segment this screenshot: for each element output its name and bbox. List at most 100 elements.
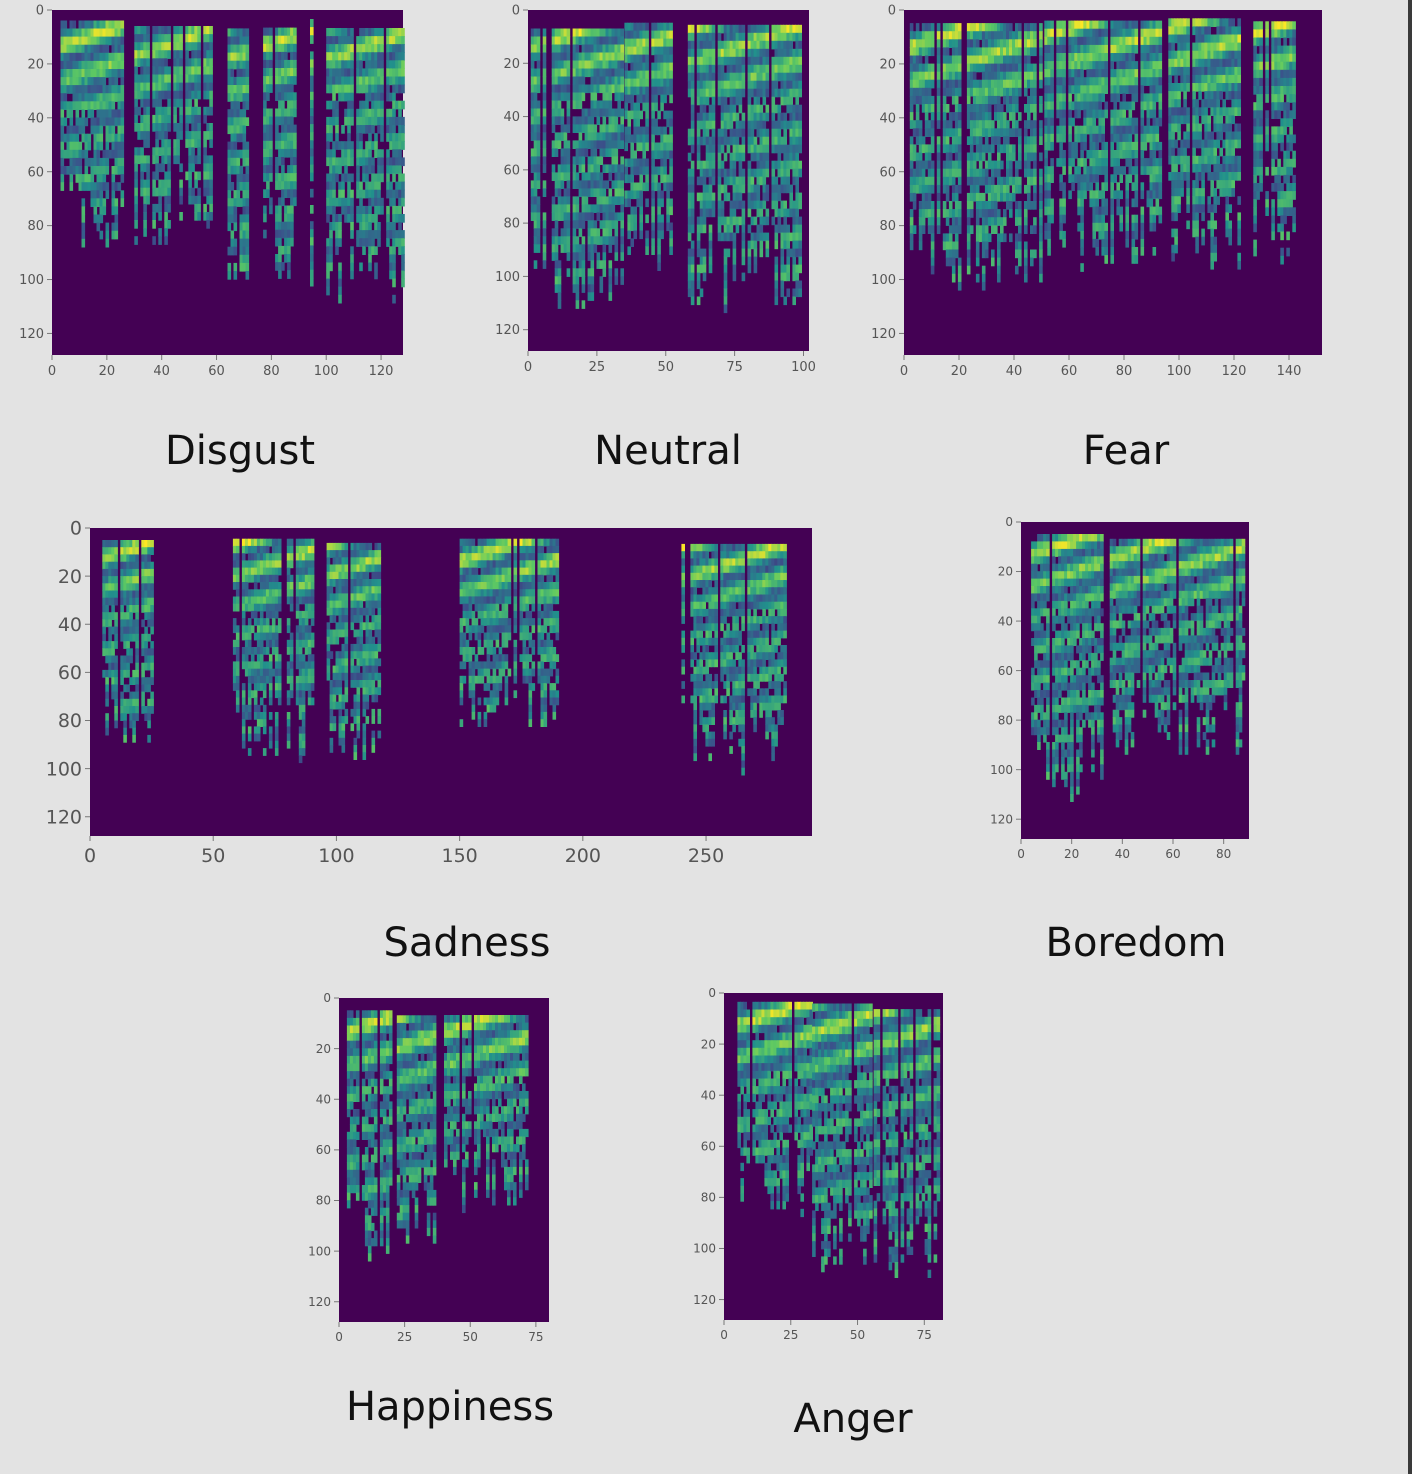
spectrogram-cell	[729, 112, 734, 122]
spectrogram-cell	[957, 87, 962, 97]
spectrogram-cell	[386, 222, 390, 231]
spectrogram-cell	[102, 149, 107, 159]
spectrogram-cell	[554, 68, 559, 78]
spectrogram-cell	[918, 144, 923, 154]
spectrogram-cell	[966, 136, 971, 145]
spectrogram-cell	[575, 276, 580, 285]
spectrogram-cell	[69, 60, 74, 70]
spectrogram-cell	[789, 112, 793, 122]
spectrogram-cell	[164, 131, 168, 140]
spectrogram-cell	[627, 46, 631, 56]
spectrogram-cell	[134, 34, 138, 43]
y-tick-label: 80	[27, 219, 44, 234]
spectrogram-cell	[578, 68, 583, 78]
spectrogram-cell	[368, 116, 372, 126]
spectrogram-cell	[284, 254, 288, 263]
spectrogram-cell	[951, 47, 956, 57]
spectrogram-cell	[572, 84, 577, 94]
spectrogram-cell	[134, 42, 138, 51]
spectrogram-cell	[554, 52, 559, 62]
spectrogram-cell	[146, 171, 150, 181]
spectrogram-cell	[708, 40, 713, 50]
spectrogram-cell	[617, 196, 621, 205]
spectrogram-cell	[654, 126, 658, 136]
spectrogram-cell	[747, 264, 752, 274]
spectrogram-cell	[105, 182, 110, 191]
spectrogram-cell	[338, 60, 342, 69]
spectrogram-cell	[948, 55, 953, 65]
spectrogram-cell	[557, 268, 562, 277]
spectrogram-cell	[669, 158, 673, 168]
spectrogram-cell	[578, 164, 583, 173]
spectrogram-cell	[699, 56, 704, 66]
spectrogram-cell	[997, 31, 1001, 40]
spectrogram-cell	[566, 180, 571, 189]
spectrogram-cell	[997, 55, 1001, 65]
spectrogram-cell	[975, 95, 980, 105]
spectrogram-cell	[105, 60, 110, 70]
spectrogram-cell	[593, 68, 598, 78]
spectrogram-cell	[87, 133, 92, 143]
spectrogram-cell	[972, 176, 977, 186]
spectrogram-cell	[918, 55, 923, 65]
spectrogram-cell	[263, 68, 267, 77]
spectrogram-cell	[1024, 168, 1028, 178]
spectrogram-cell	[705, 168, 710, 178]
spectrogram-cell	[954, 95, 959, 105]
spectrogram-cell	[705, 184, 710, 194]
spectrogram-cell	[344, 52, 348, 61]
spectrogram-cell	[188, 90, 192, 100]
spectrogram-cell	[578, 52, 583, 62]
spectrogram-cell	[584, 196, 589, 205]
spectrogram-cell	[96, 133, 101, 143]
spectrogram-cell	[329, 60, 333, 69]
spectrogram-cell	[936, 39, 941, 48]
spectrogram-cell	[789, 144, 793, 154]
spectrogram-cell	[1050, 85, 1054, 94]
spectrogram-cell	[617, 28, 621, 38]
spectrogram-cell	[1006, 79, 1010, 89]
spectrogram-cell	[729, 32, 734, 42]
spectrogram-cell	[575, 44, 580, 54]
spectrogram-cell	[326, 149, 330, 158]
spectrogram-cell	[690, 80, 695, 90]
spectrogram-cell	[924, 176, 929, 186]
spectrogram-cell	[756, 48, 761, 58]
spectrogram-cell	[936, 31, 941, 40]
spectrogram-cell	[690, 32, 695, 42]
spectrogram-cell	[723, 80, 728, 90]
spectrogram-cell	[575, 28, 580, 38]
spectrogram-cell	[96, 214, 101, 224]
spectrogram-cell	[587, 60, 592, 70]
spectrogram-cell	[398, 230, 402, 239]
spectrogram-cell	[590, 68, 595, 78]
spectrogram-cell	[266, 35, 270, 45]
spectrogram-cell	[1003, 87, 1007, 97]
spectrogram-cell	[263, 116, 267, 126]
spectrogram-cell	[155, 187, 159, 197]
spectrogram-cell	[596, 180, 601, 189]
spectrogram-cell	[756, 80, 761, 90]
spectrogram-cell	[81, 230, 86, 240]
spectrogram-cell	[954, 71, 959, 81]
spectrogram-cell	[227, 173, 232, 183]
spectrogram-cell	[1033, 47, 1037, 57]
spectrogram-cell	[90, 182, 95, 191]
spectrogram-cell	[386, 157, 390, 167]
spectrogram-cell	[233, 206, 238, 215]
spectrogram-cell	[284, 51, 288, 61]
spectrogram-cell	[105, 238, 110, 248]
spectrogram-cell	[587, 52, 592, 62]
y-tick-label: 120	[495, 323, 520, 338]
spectrogram-cell	[1030, 225, 1034, 234]
spectrogram-cell	[620, 180, 624, 189]
spectrogram-cell	[915, 168, 920, 178]
spectrogram-cell	[557, 188, 562, 197]
spectrogram-cell	[1018, 87, 1022, 97]
spectrogram-cell	[942, 47, 947, 57]
spectrogram-cell	[783, 184, 787, 194]
spectrogram-cell	[78, 69, 83, 78]
spectrogram-cell	[245, 238, 250, 248]
spectrogram-cell	[536, 156, 541, 165]
spectrogram-cell	[984, 87, 989, 97]
